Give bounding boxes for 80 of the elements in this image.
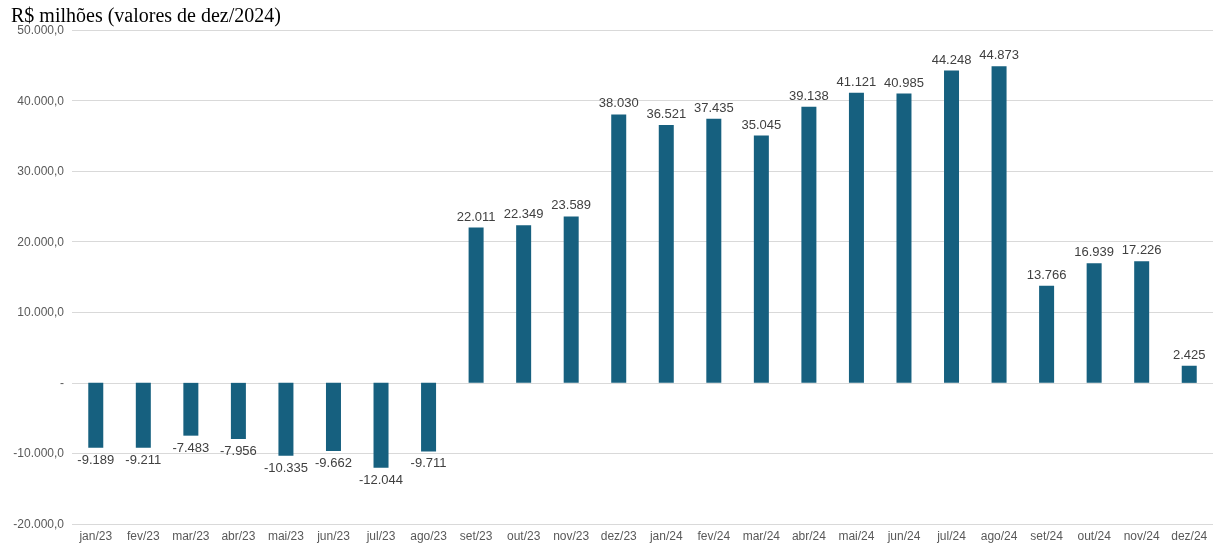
data-label: -10.335 — [263, 459, 308, 475]
data-label: 41.121 — [836, 73, 877, 89]
data-label: -7.483 — [172, 439, 210, 455]
data-label: 40.985 — [884, 74, 924, 90]
bar — [658, 125, 674, 383]
bar — [1181, 365, 1197, 383]
x-tick-label: jan/23 — [78, 529, 113, 543]
y-tick-label: 10.000,0 — [17, 305, 65, 320]
data-label: -7.956 — [219, 443, 257, 458]
bar — [373, 382, 389, 468]
x-tick-label: out/23 — [506, 529, 541, 543]
bar — [516, 225, 532, 383]
x-tick-label: fev/23 — [126, 529, 160, 543]
data-label: 17.226 — [1121, 242, 1162, 258]
data-label: 36.521 — [646, 106, 687, 122]
y-tick-label: 30.000,0 — [17, 164, 65, 179]
y-tick-label: -10.000,0 — [13, 446, 65, 461]
x-tick-label: dez/23 — [600, 529, 638, 543]
bar — [706, 118, 722, 383]
data-label: -9.189 — [77, 451, 115, 467]
x-tick-label: jun/24 — [886, 529, 921, 543]
data-label: -9.711 — [410, 455, 447, 471]
bar — [88, 382, 104, 448]
bar — [896, 93, 912, 383]
data-label: 2.425 — [1172, 346, 1206, 362]
x-tick-label: jul/24 — [936, 529, 967, 543]
y-tick-label: 40.000,0 — [17, 93, 65, 108]
x-tick-label: out/24 — [1077, 529, 1112, 543]
bar — [325, 382, 341, 452]
bar — [421, 382, 437, 452]
data-label: 13.766 — [1026, 266, 1067, 282]
x-tick-label: jul/23 — [365, 529, 396, 543]
data-label: 22.011 — [456, 208, 496, 224]
data-label: 44.873 — [979, 47, 1019, 63]
bar — [1134, 261, 1150, 383]
bar — [230, 382, 246, 439]
bar — [468, 227, 484, 383]
x-tick-label: dez/24 — [1171, 529, 1208, 543]
bar — [848, 92, 864, 383]
bar — [1039, 285, 1055, 383]
x-tick-label: nov/24 — [1123, 529, 1161, 543]
data-label: 35.045 — [741, 116, 782, 132]
x-tick-label: jun/23 — [316, 529, 351, 543]
x-tick-label: mar/24 — [742, 529, 781, 543]
bar — [801, 106, 817, 383]
y-tick-label: - — [60, 375, 64, 390]
bar — [183, 382, 199, 436]
x-tick-label: fev/24 — [697, 529, 731, 543]
bar — [944, 70, 960, 383]
x-tick-label: mai/24 — [838, 529, 875, 543]
data-label: 38.030 — [598, 95, 639, 111]
x-tick-label: mai/23 — [267, 529, 305, 543]
bar — [563, 216, 579, 383]
data-label: 44.248 — [931, 51, 972, 67]
y-tick-label: 50.000,0 — [17, 23, 65, 37]
data-label: 16.939 — [1074, 244, 1115, 260]
bar — [991, 66, 1007, 383]
bar — [753, 135, 769, 383]
x-tick-label: mar/23 — [172, 529, 210, 543]
bar — [611, 114, 627, 383]
x-tick-label: abr/23 — [221, 529, 256, 543]
x-tick-label: nov/23 — [553, 529, 590, 543]
x-tick-label: abr/24 — [791, 529, 827, 543]
data-label: -9.211 — [125, 451, 162, 467]
bar — [1086, 263, 1102, 383]
x-tick-label: ago/24 — [980, 529, 1018, 543]
data-label: 39.138 — [789, 87, 829, 103]
data-label: 23.589 — [551, 197, 592, 213]
y-tick-label: 20.000,0 — [17, 234, 65, 249]
x-tick-label: jan/24 — [648, 529, 683, 543]
data-label: 37.435 — [693, 99, 734, 115]
x-tick-label: set/23 — [459, 529, 493, 543]
bar — [135, 382, 151, 448]
data-label: 22.349 — [503, 206, 544, 222]
x-tick-label: ago/23 — [410, 529, 448, 543]
data-label: -9.662 — [315, 455, 352, 471]
data-label: -12.044 — [358, 471, 404, 487]
y-tick-label: -20.000,0 — [13, 517, 65, 531]
bar — [278, 382, 294, 456]
x-tick-label: set/24 — [1030, 529, 1064, 543]
